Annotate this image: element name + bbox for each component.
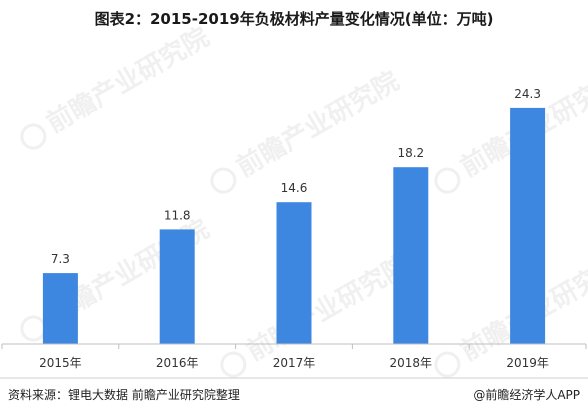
brand-credit: @前瞻经济学人APP [473,388,580,402]
x-tick-label-5: 2019年 [506,356,549,370]
chart-title: 图表2：2015-2019年负极材料产量变化情况(单位：万吨) [94,10,494,28]
bar-1 [42,273,78,344]
data-label-5: 24.3 [514,87,541,101]
data-label-4: 18.2 [397,146,424,160]
bar-3 [276,202,312,344]
bar-5 [510,107,546,345]
bar-4 [393,167,429,344]
bar-2 [159,229,195,344]
data-label-1: 7.3 [51,252,70,266]
x-tick-label-4: 2018年 [390,356,433,370]
x-tick-label-2: 2016年 [156,356,199,370]
source-note: 资料来源：锂电大数据 前瞻产业研究院整理 [8,388,240,402]
data-label-2: 11.8 [164,208,191,222]
x-tick-label-1: 2015年 [39,356,82,370]
data-label-3: 14.6 [281,181,308,195]
x-tick-label-3: 2017年 [273,356,316,370]
